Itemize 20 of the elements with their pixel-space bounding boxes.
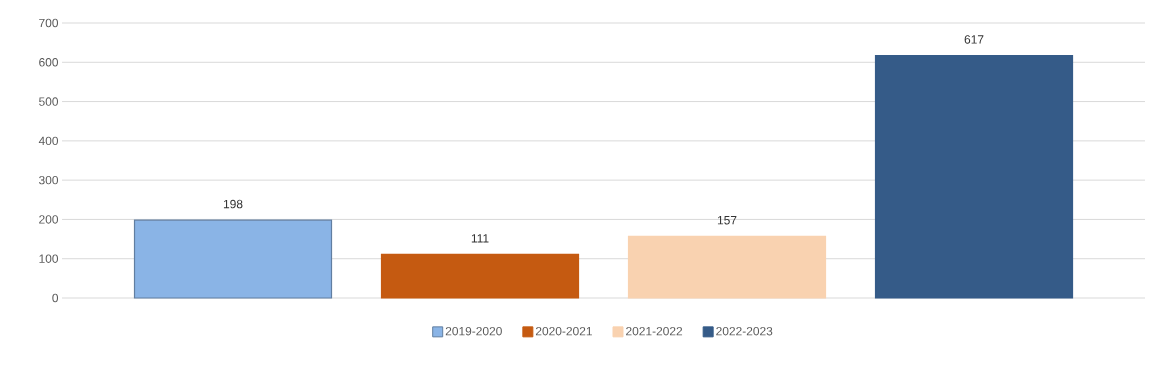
y-tick-label: 500 (39, 97, 59, 106)
y-tick-label: 600 (39, 58, 59, 67)
data-label: 111 (471, 234, 489, 243)
y-tick-label: 300 (39, 175, 59, 185)
y-tick-label: 100 (39, 254, 59, 263)
data-label: 617 (964, 35, 984, 44)
data-label: 157 (717, 216, 737, 225)
legend-label: 2022-2023 (716, 326, 773, 336)
y-tick-label: 400 (38, 136, 59, 146)
y-tick-label: 0 (52, 293, 59, 303)
bar (627, 235, 827, 299)
legend-label: 2019-2020 (445, 326, 502, 336)
bar (874, 55, 1074, 299)
legend-label: 2021-2022 (626, 326, 683, 336)
bar (133, 219, 333, 299)
bar (380, 253, 580, 299)
y-tick-label: 700 (39, 18, 59, 28)
data-label: 198 (223, 199, 243, 209)
legend-label: 2020-2021 (535, 326, 592, 336)
y-tick-label: 200 (39, 215, 59, 224)
